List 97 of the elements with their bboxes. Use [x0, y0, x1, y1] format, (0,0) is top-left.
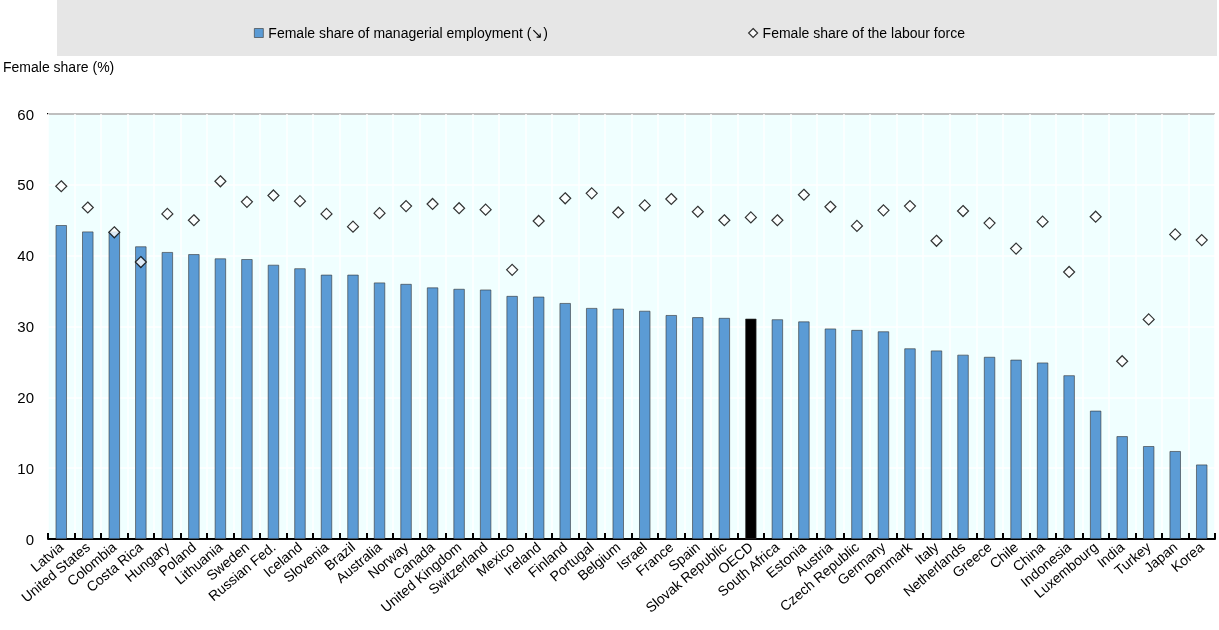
point: [1116, 355, 1129, 368]
legend-label: Female share of managerial employment (↘): [268, 25, 549, 41]
point: [479, 203, 492, 216]
bar: [586, 308, 598, 539]
bar: [135, 246, 147, 539]
bar: [1196, 464, 1208, 539]
bar: [639, 310, 651, 539]
point: [1036, 215, 1049, 228]
point: [956, 204, 970, 218]
point: [453, 202, 466, 215]
point: [903, 199, 917, 213]
bar: [55, 225, 67, 539]
bar: [188, 254, 200, 539]
point: [1169, 228, 1182, 241]
bar: [453, 288, 465, 539]
point: [426, 197, 439, 211]
y-tick-label: 60: [17, 105, 34, 123]
bar: [480, 289, 492, 539]
point: [1009, 242, 1023, 255]
bar: [1116, 436, 1128, 539]
legend-label: Female share of the labour force: [762, 25, 966, 41]
point: [267, 189, 280, 202]
bar: [320, 274, 333, 539]
point: [161, 207, 174, 220]
bar: [108, 231, 120, 539]
bar: [904, 348, 916, 539]
bar: [1037, 362, 1049, 539]
point: [797, 188, 810, 201]
y-tick-label: 40: [17, 247, 34, 265]
point: [81, 201, 94, 214]
point: [824, 200, 837, 213]
bar: [1090, 410, 1102, 539]
point: [585, 187, 598, 200]
point: [718, 214, 731, 227]
point: [506, 263, 519, 276]
bar: [877, 331, 890, 539]
point: [691, 205, 704, 218]
bar: [771, 319, 783, 539]
y-axis-title: Female share (%): [3, 59, 115, 75]
y-tick-label: 0: [25, 530, 34, 548]
point: [559, 192, 572, 205]
point: [320, 207, 333, 220]
point: [240, 195, 254, 208]
point: [399, 199, 413, 213]
bar: [1143, 446, 1155, 539]
bar: [824, 328, 836, 539]
point: [744, 211, 757, 224]
bar: [1169, 451, 1181, 539]
y-tick-label: 20: [17, 388, 34, 406]
y-tick-label: 50: [17, 176, 34, 194]
bar: [1063, 375, 1075, 539]
bar: [930, 350, 943, 539]
bar: [957, 354, 969, 539]
point: [771, 214, 784, 227]
bar: [294, 268, 306, 539]
point: [214, 175, 227, 188]
bar: [665, 315, 677, 539]
bar: [161, 252, 173, 539]
bar: [267, 264, 280, 539]
point: [108, 226, 121, 239]
point: [638, 199, 651, 212]
point: [346, 220, 360, 233]
bar: [533, 296, 545, 539]
bar: [612, 308, 624, 539]
bar: [559, 303, 571, 539]
point: [532, 214, 545, 228]
point: [55, 180, 68, 193]
bar: [427, 287, 439, 539]
bar: [347, 274, 359, 539]
point: [1195, 233, 1208, 247]
point: [187, 214, 200, 227]
bar: [214, 258, 226, 539]
point: [930, 234, 943, 247]
bar: [506, 296, 518, 539]
y-tick-label: 30: [17, 318, 34, 335]
bar: [983, 356, 996, 539]
point: [612, 206, 625, 219]
point: [1142, 313, 1155, 326]
point: [134, 255, 147, 269]
point: [850, 219, 864, 233]
bar: [692, 317, 704, 539]
bar: [373, 282, 386, 539]
bar: [851, 330, 863, 539]
point: [293, 195, 307, 208]
point: [877, 204, 890, 217]
point: [983, 216, 996, 230]
y-tick-label: 10: [17, 459, 34, 477]
bar: [241, 259, 253, 539]
point: [665, 192, 678, 206]
point: [373, 207, 386, 220]
point: [1063, 265, 1076, 279]
bar: [400, 284, 412, 539]
bar: [82, 231, 94, 539]
bar: [798, 321, 810, 539]
bar: [718, 318, 730, 539]
bar: [1010, 359, 1022, 539]
point: [1089, 210, 1102, 223]
